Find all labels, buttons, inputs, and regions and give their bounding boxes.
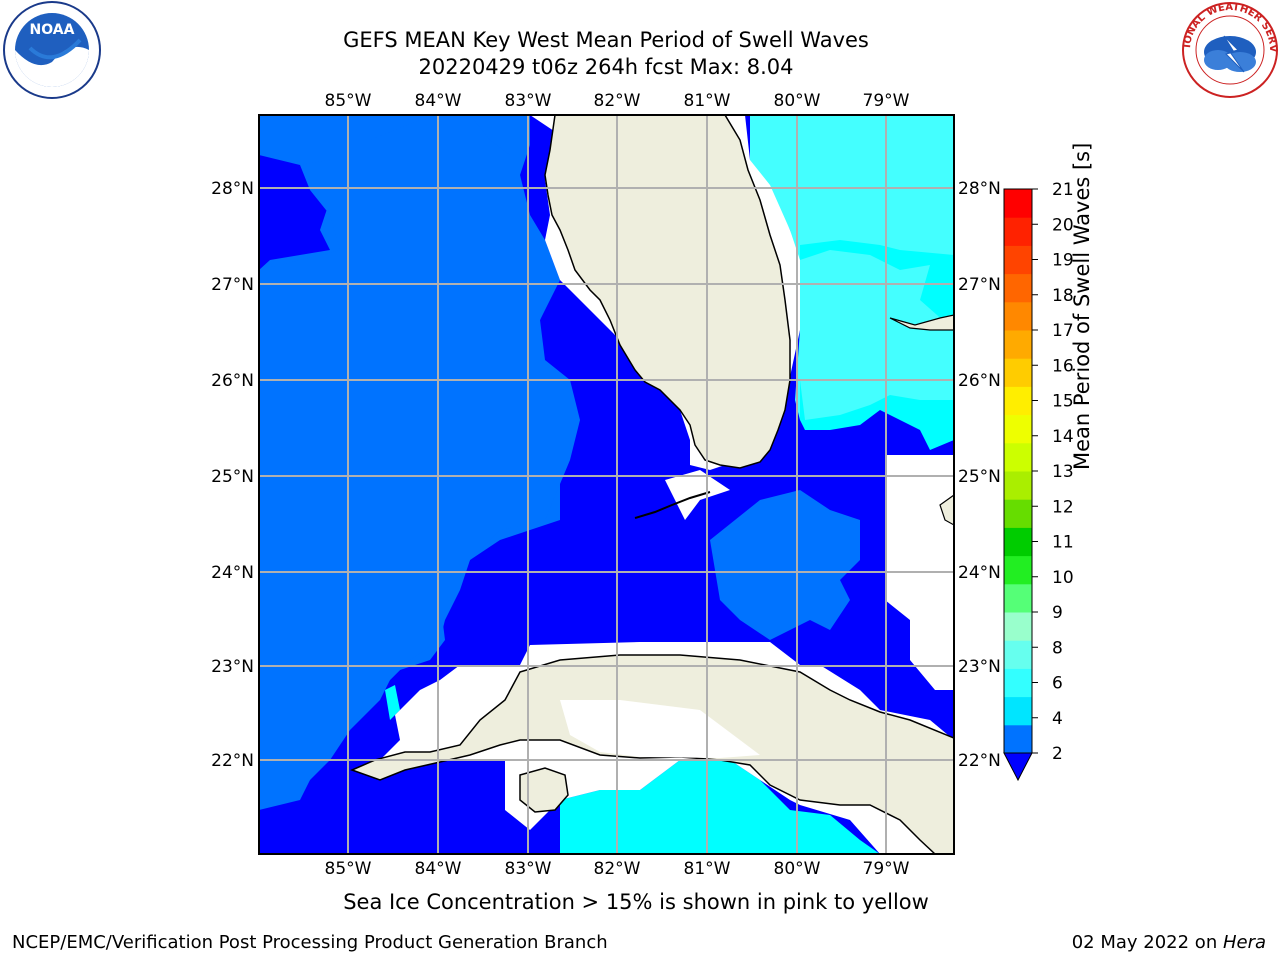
colorbar-tick-label: 13 xyxy=(1052,462,1074,482)
lat-label: 27°N xyxy=(958,275,1001,295)
lat-label: 28°N xyxy=(211,179,254,199)
colorbar-segment xyxy=(1004,612,1032,641)
caption: Sea Ice Concentration > 15% is shown in … xyxy=(343,890,929,914)
colorbar-underflow-triangle xyxy=(1003,752,1033,782)
colorbar-segment xyxy=(1004,583,1032,613)
colorbar-segment xyxy=(1004,414,1032,444)
lon-label: 83°W xyxy=(505,859,552,879)
lon-label: 81°W xyxy=(684,91,731,111)
colorbar-tick-label: 21 xyxy=(1052,180,1074,200)
colorbar-segment xyxy=(1004,245,1032,275)
colorbar-segment xyxy=(1004,330,1032,359)
colorbar-segment xyxy=(1004,640,1032,669)
colorbar-segment xyxy=(1004,527,1032,557)
colorbar-tick-label: 19 xyxy=(1052,251,1074,271)
colorbar-tick-label: 16 xyxy=(1052,356,1074,376)
colorbar-segment xyxy=(1004,301,1032,331)
swell-light-cyan-region xyxy=(800,250,954,420)
lat-label: 25°N xyxy=(958,467,1001,487)
swell-cyan-region xyxy=(385,685,400,720)
colorbar-segment xyxy=(1004,217,1032,246)
colorbar-segment xyxy=(1004,386,1032,416)
lon-labels-bottom: 85°W 84°W 83°W 82°W 81°W 80°W 79°W xyxy=(325,859,910,879)
footer-date-text: 02 May 2022 on xyxy=(1071,932,1223,953)
map-frame xyxy=(258,114,955,855)
lat-label: 24°N xyxy=(211,563,254,583)
graticule xyxy=(259,115,954,854)
colorbar-tick-label: 14 xyxy=(1052,427,1074,447)
swell-cyan-region xyxy=(560,760,880,854)
colorbar-tick-label: 2 xyxy=(1052,744,1063,764)
noaa-logo-text: NOAA xyxy=(30,22,75,38)
colorbar: 21 20 19 18 17 16 15 14 13 12 11 10 9 8 6 4 2 xyxy=(1003,180,1074,782)
noaa-logo: NOAA xyxy=(3,1,101,99)
colorbar-tick-label: 12 xyxy=(1052,497,1074,517)
colorbar-tick-label: 15 xyxy=(1052,392,1074,412)
colorbar-segment xyxy=(1004,471,1032,500)
colorbar-tick-label: 11 xyxy=(1052,533,1074,553)
lon-label: 82°W xyxy=(594,859,641,879)
colorbar-segment xyxy=(1004,668,1032,698)
cuba-interior-white xyxy=(560,700,760,758)
lat-label: 22°N xyxy=(958,751,1001,771)
nws-logo: NATIONAL WEATHER SERVICE xyxy=(1178,0,1278,98)
colorbar-segment xyxy=(1004,555,1032,585)
lon-labels-top: 85°W 84°W 83°W 82°W 81°W 80°W 79°W xyxy=(325,91,910,111)
florida-keys xyxy=(634,491,711,519)
footer-machine: Hera xyxy=(1222,932,1266,953)
lat-label: 22°N xyxy=(211,751,254,771)
colorbar-label: Mean Period of Swell Waves [s] xyxy=(1070,142,1094,470)
footer-date: 02 May 2022 on Hera xyxy=(1072,932,1266,953)
colorbar-segment xyxy=(1004,273,1032,303)
map-area xyxy=(259,115,954,854)
chart-title: GEFS MEAN Key West Mean Period of Swell … xyxy=(343,28,869,52)
lon-label: 81°W xyxy=(684,859,731,879)
isla-juventud-land xyxy=(519,767,569,813)
lon-label: 82°W xyxy=(594,91,641,111)
lon-label: 80°W xyxy=(774,859,821,879)
swell-mid-blue-region xyxy=(710,490,860,640)
bahamas-land xyxy=(939,494,954,526)
colorbar-tick-label: 4 xyxy=(1052,709,1063,729)
lat-label: 23°N xyxy=(958,657,1001,677)
bahamas-land xyxy=(889,314,954,331)
colorbar-segment xyxy=(1004,724,1032,754)
colorbar-segment xyxy=(1004,696,1032,726)
colorbar-tick-label: 8 xyxy=(1052,638,1063,658)
lon-label: 84°W xyxy=(415,859,462,879)
lon-label: 84°W xyxy=(415,91,462,111)
lon-label: 85°W xyxy=(325,91,372,111)
lon-label: 79°W xyxy=(863,91,910,111)
lat-label: 28°N xyxy=(958,179,1001,199)
colorbar-segment xyxy=(1004,442,1032,472)
lon-label: 80°W xyxy=(774,91,821,111)
colorbar-tick-label: 6 xyxy=(1052,674,1063,694)
lat-label: 26°N xyxy=(958,371,1001,391)
lat-label: 27°N xyxy=(211,275,254,295)
colorbar-tick-label: 20 xyxy=(1052,215,1074,235)
colorbar-segment xyxy=(1004,499,1032,528)
lon-label: 83°W xyxy=(505,91,552,111)
colorbar-tick-label: 17 xyxy=(1052,321,1074,341)
footer-credit: NCEP/EMC/Verification Post Processing Pr… xyxy=(12,932,608,953)
colorbar-segment xyxy=(1004,358,1032,387)
lon-label: 79°W xyxy=(863,859,910,879)
lat-labels-left: 28°N 27°N 26°N 25°N 24°N 23°N 22°N xyxy=(211,179,254,771)
lat-label: 25°N xyxy=(211,467,254,487)
lon-label: 85°W xyxy=(325,859,372,879)
lat-label: 26°N xyxy=(211,371,254,391)
lat-label: 24°N xyxy=(958,563,1001,583)
colorbar-segment xyxy=(1004,189,1032,218)
colorbar-tick-label: 18 xyxy=(1052,286,1074,306)
lat-label: 23°N xyxy=(211,657,254,677)
lat-labels-right: 28°N 27°N 26°N 25°N 24°N 23°N 22°N xyxy=(958,179,1001,771)
chart-subtitle: 20220429 t06z 264h fcst Max: 8.04 xyxy=(418,55,794,79)
colorbar-tick-label: 10 xyxy=(1052,568,1074,588)
colorbar-tick-label: 9 xyxy=(1052,603,1063,623)
